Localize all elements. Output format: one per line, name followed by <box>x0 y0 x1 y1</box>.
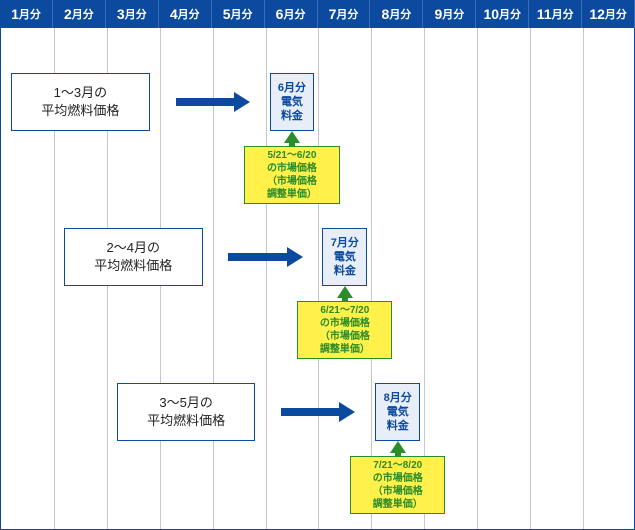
header-month: 6月分 <box>265 0 318 28</box>
grid-line <box>371 28 372 529</box>
month-adjust-chart: 1月分2月分3月分4月分5月分6月分7月分8月分9月分10月分11月分12月分 … <box>0 0 635 530</box>
header-month: 12月分 <box>582 0 635 28</box>
header-month: 3月分 <box>106 0 159 28</box>
header-row: 1月分2月分3月分4月分5月分6月分7月分8月分9月分10月分11月分12月分 <box>0 0 635 28</box>
grid-line <box>424 28 425 529</box>
header-month: 8月分 <box>370 0 423 28</box>
grid-line <box>530 28 531 529</box>
grid-line <box>266 28 267 529</box>
header-month: 11月分 <box>529 0 582 28</box>
electricity-rate-box: 6月分電気料金 <box>270 73 315 131</box>
fuel-price-box: 3〜5月の平均燃料価格 <box>117 383 256 441</box>
chart-body: 1〜3月の平均燃料価格 6月分電気料金 5/21〜6/20の市場価格（市場価格調整単… <box>0 28 635 530</box>
electricity-rate-box: 7月分電気料金 <box>322 228 367 286</box>
market-price-box: 6/21〜7/20の市場価格（市場価格調整単価） <box>297 301 392 359</box>
header-month: 4月分 <box>159 0 212 28</box>
fuel-price-box: 1〜3月の平均燃料価格 <box>11 73 150 131</box>
market-price-box: 7/21〜8/20の市場価格（市場価格調整単価） <box>350 456 445 514</box>
header-month: 1月分 <box>0 0 53 28</box>
electricity-rate-box: 8月分電気料金 <box>375 383 420 441</box>
header-month: 10月分 <box>476 0 529 28</box>
header-month: 7月分 <box>318 0 371 28</box>
market-price-box: 5/21〜6/20の市場価格（市場価格調整単価） <box>244 146 339 204</box>
header-month: 2月分 <box>53 0 106 28</box>
header-month: 9月分 <box>423 0 476 28</box>
header-month: 5月分 <box>212 0 265 28</box>
grid-line <box>318 28 319 529</box>
fuel-price-box: 2〜4月の平均燃料価格 <box>64 228 203 286</box>
grid-line <box>477 28 478 529</box>
grid-line <box>583 28 584 529</box>
